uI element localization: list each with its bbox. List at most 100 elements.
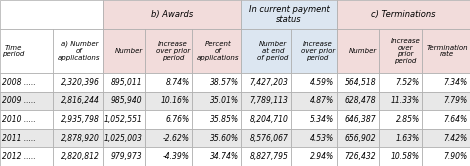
Text: 895,011: 895,011: [110, 78, 142, 87]
Bar: [145, 147, 192, 166]
Bar: [53, 29, 102, 73]
Text: 7,427,203: 7,427,203: [250, 78, 289, 87]
Text: 7.52%: 7.52%: [396, 78, 420, 87]
Bar: [291, 29, 337, 73]
Text: 2,820,812: 2,820,812: [61, 152, 100, 161]
Text: 10.58%: 10.58%: [391, 152, 420, 161]
Bar: [0, 147, 53, 166]
Bar: [0, 29, 53, 73]
Text: 1.63%: 1.63%: [396, 134, 420, 143]
Text: 646,387: 646,387: [345, 115, 376, 124]
Bar: [53, 110, 102, 129]
Text: 2,935,798: 2,935,798: [61, 115, 100, 124]
Text: 7.64%: 7.64%: [443, 115, 468, 124]
Bar: [145, 73, 192, 92]
Text: 2,320,396: 2,320,396: [61, 78, 100, 87]
Text: 2011 .....: 2011 .....: [2, 134, 36, 143]
Bar: [379, 29, 423, 73]
Text: 8,827,795: 8,827,795: [250, 152, 289, 161]
Bar: [337, 73, 379, 92]
Bar: [423, 129, 470, 147]
Bar: [192, 129, 242, 147]
Text: 2012 .....: 2012 .....: [2, 152, 36, 161]
Text: 2009 .....: 2009 .....: [2, 96, 36, 105]
Text: c) Terminations: c) Terminations: [371, 10, 436, 19]
Text: 7.79%: 7.79%: [443, 96, 468, 105]
Text: 4.87%: 4.87%: [310, 96, 334, 105]
Text: 2,878,920: 2,878,920: [61, 134, 100, 143]
Bar: [242, 129, 291, 147]
Text: 8,204,710: 8,204,710: [250, 115, 289, 124]
Bar: [337, 92, 379, 110]
Bar: [145, 129, 192, 147]
Text: In current payment
status: In current payment status: [249, 5, 329, 24]
Text: 656,902: 656,902: [345, 134, 376, 143]
Text: Number: Number: [114, 48, 143, 54]
Text: Number: Number: [349, 48, 377, 54]
Bar: [379, 73, 423, 92]
Text: Increase
over prior
period: Increase over prior period: [156, 41, 190, 61]
Bar: [102, 0, 242, 29]
Bar: [53, 147, 102, 166]
Bar: [337, 0, 470, 29]
Text: 7.90%: 7.90%: [443, 152, 468, 161]
Text: 10.16%: 10.16%: [161, 96, 190, 105]
Bar: [0, 110, 53, 129]
Bar: [337, 29, 379, 73]
Text: Number
at end
of period: Number at end of period: [258, 41, 289, 61]
Text: 1,052,551: 1,052,551: [103, 115, 142, 124]
Bar: [291, 110, 337, 129]
Bar: [145, 29, 192, 73]
Bar: [0, 73, 53, 92]
Bar: [291, 73, 337, 92]
Text: 34.74%: 34.74%: [210, 152, 239, 161]
Text: 979,973: 979,973: [110, 152, 142, 161]
Text: a) Number
of
applications: a) Number of applications: [58, 41, 101, 61]
Bar: [102, 29, 145, 73]
Bar: [423, 92, 470, 110]
Text: 35.85%: 35.85%: [210, 115, 239, 124]
Text: 7.42%: 7.42%: [443, 134, 468, 143]
Bar: [291, 129, 337, 147]
Text: Percent
of
applications: Percent of applications: [197, 41, 240, 61]
Text: 2.94%: 2.94%: [310, 152, 334, 161]
Text: 2008 .....: 2008 .....: [2, 78, 36, 87]
Bar: [0, 129, 53, 147]
Text: 564,518: 564,518: [345, 78, 376, 87]
Bar: [192, 73, 242, 92]
Text: -2.62%: -2.62%: [163, 134, 190, 143]
Bar: [242, 29, 291, 73]
Text: 1,025,003: 1,025,003: [103, 134, 142, 143]
Text: Increase
over
prior
period: Increase over prior period: [391, 38, 421, 64]
Bar: [102, 147, 145, 166]
Bar: [102, 92, 145, 110]
Text: 2.85%: 2.85%: [396, 115, 420, 124]
Text: -4.39%: -4.39%: [163, 152, 190, 161]
Bar: [291, 147, 337, 166]
Bar: [192, 29, 242, 73]
Bar: [337, 147, 379, 166]
Bar: [379, 129, 423, 147]
Bar: [379, 110, 423, 129]
Text: 6.76%: 6.76%: [165, 115, 190, 124]
Bar: [242, 92, 291, 110]
Bar: [423, 73, 470, 92]
Text: 2,816,244: 2,816,244: [61, 96, 100, 105]
Text: 985,940: 985,940: [110, 96, 142, 105]
Bar: [145, 92, 192, 110]
Bar: [242, 0, 337, 29]
Text: 8.74%: 8.74%: [165, 78, 190, 87]
Text: Increase
over prior
period: Increase over prior period: [300, 41, 335, 61]
Bar: [102, 129, 145, 147]
Bar: [423, 147, 470, 166]
Text: 628,478: 628,478: [345, 96, 376, 105]
Bar: [379, 147, 423, 166]
Bar: [0, 92, 53, 110]
Text: 38.57%: 38.57%: [210, 78, 239, 87]
Bar: [0, 0, 102, 29]
Text: 7,789,113: 7,789,113: [250, 96, 289, 105]
Bar: [379, 92, 423, 110]
Text: 726,432: 726,432: [345, 152, 376, 161]
Text: 11.33%: 11.33%: [391, 96, 420, 105]
Bar: [53, 129, 102, 147]
